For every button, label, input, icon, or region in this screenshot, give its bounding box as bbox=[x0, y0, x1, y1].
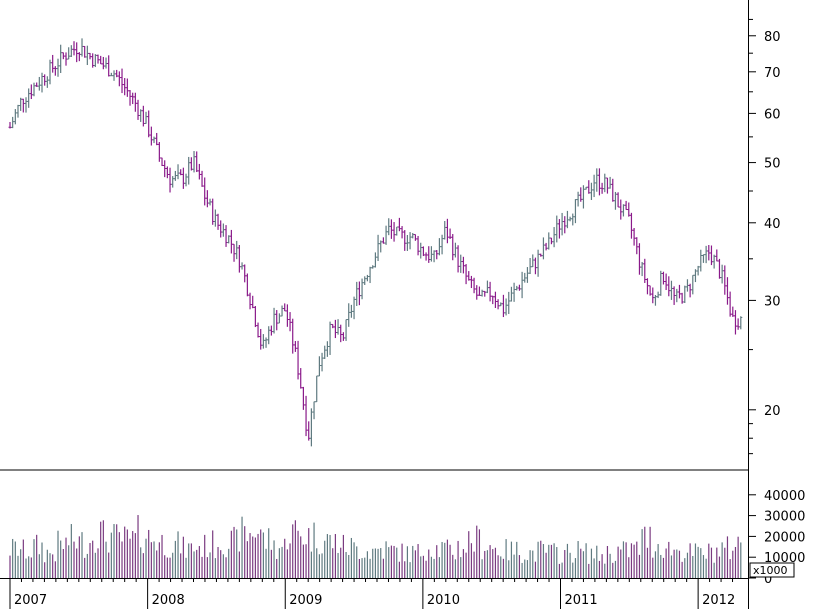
year-label: 2012 bbox=[702, 593, 735, 608]
price-tick-label: 50 bbox=[764, 157, 781, 172]
year-label: 2007 bbox=[14, 593, 47, 608]
year-label: 2010 bbox=[427, 593, 460, 608]
price-tick-label: 20 bbox=[764, 404, 781, 419]
price-tick-label: 60 bbox=[764, 107, 781, 122]
price-tick-label: 80 bbox=[764, 30, 781, 45]
price-tick-label: 70 bbox=[764, 66, 781, 81]
volume-unit-label: x1000 bbox=[753, 564, 788, 577]
volume-tick-label: 10000 bbox=[764, 551, 805, 566]
year-label: 2008 bbox=[152, 593, 185, 608]
price-tick-label: 40 bbox=[764, 217, 781, 232]
volume-unit-box bbox=[749, 562, 795, 578]
year-label: 2009 bbox=[289, 593, 322, 608]
volume-tick-label: 20000 bbox=[764, 530, 805, 545]
volume-tick-label: 30000 bbox=[764, 510, 805, 525]
volume-tick-label: 40000 bbox=[764, 489, 805, 504]
price-tick-label: 30 bbox=[764, 294, 781, 309]
year-label: 2011 bbox=[565, 593, 598, 608]
volume-tick-label: 0 bbox=[764, 572, 772, 587]
